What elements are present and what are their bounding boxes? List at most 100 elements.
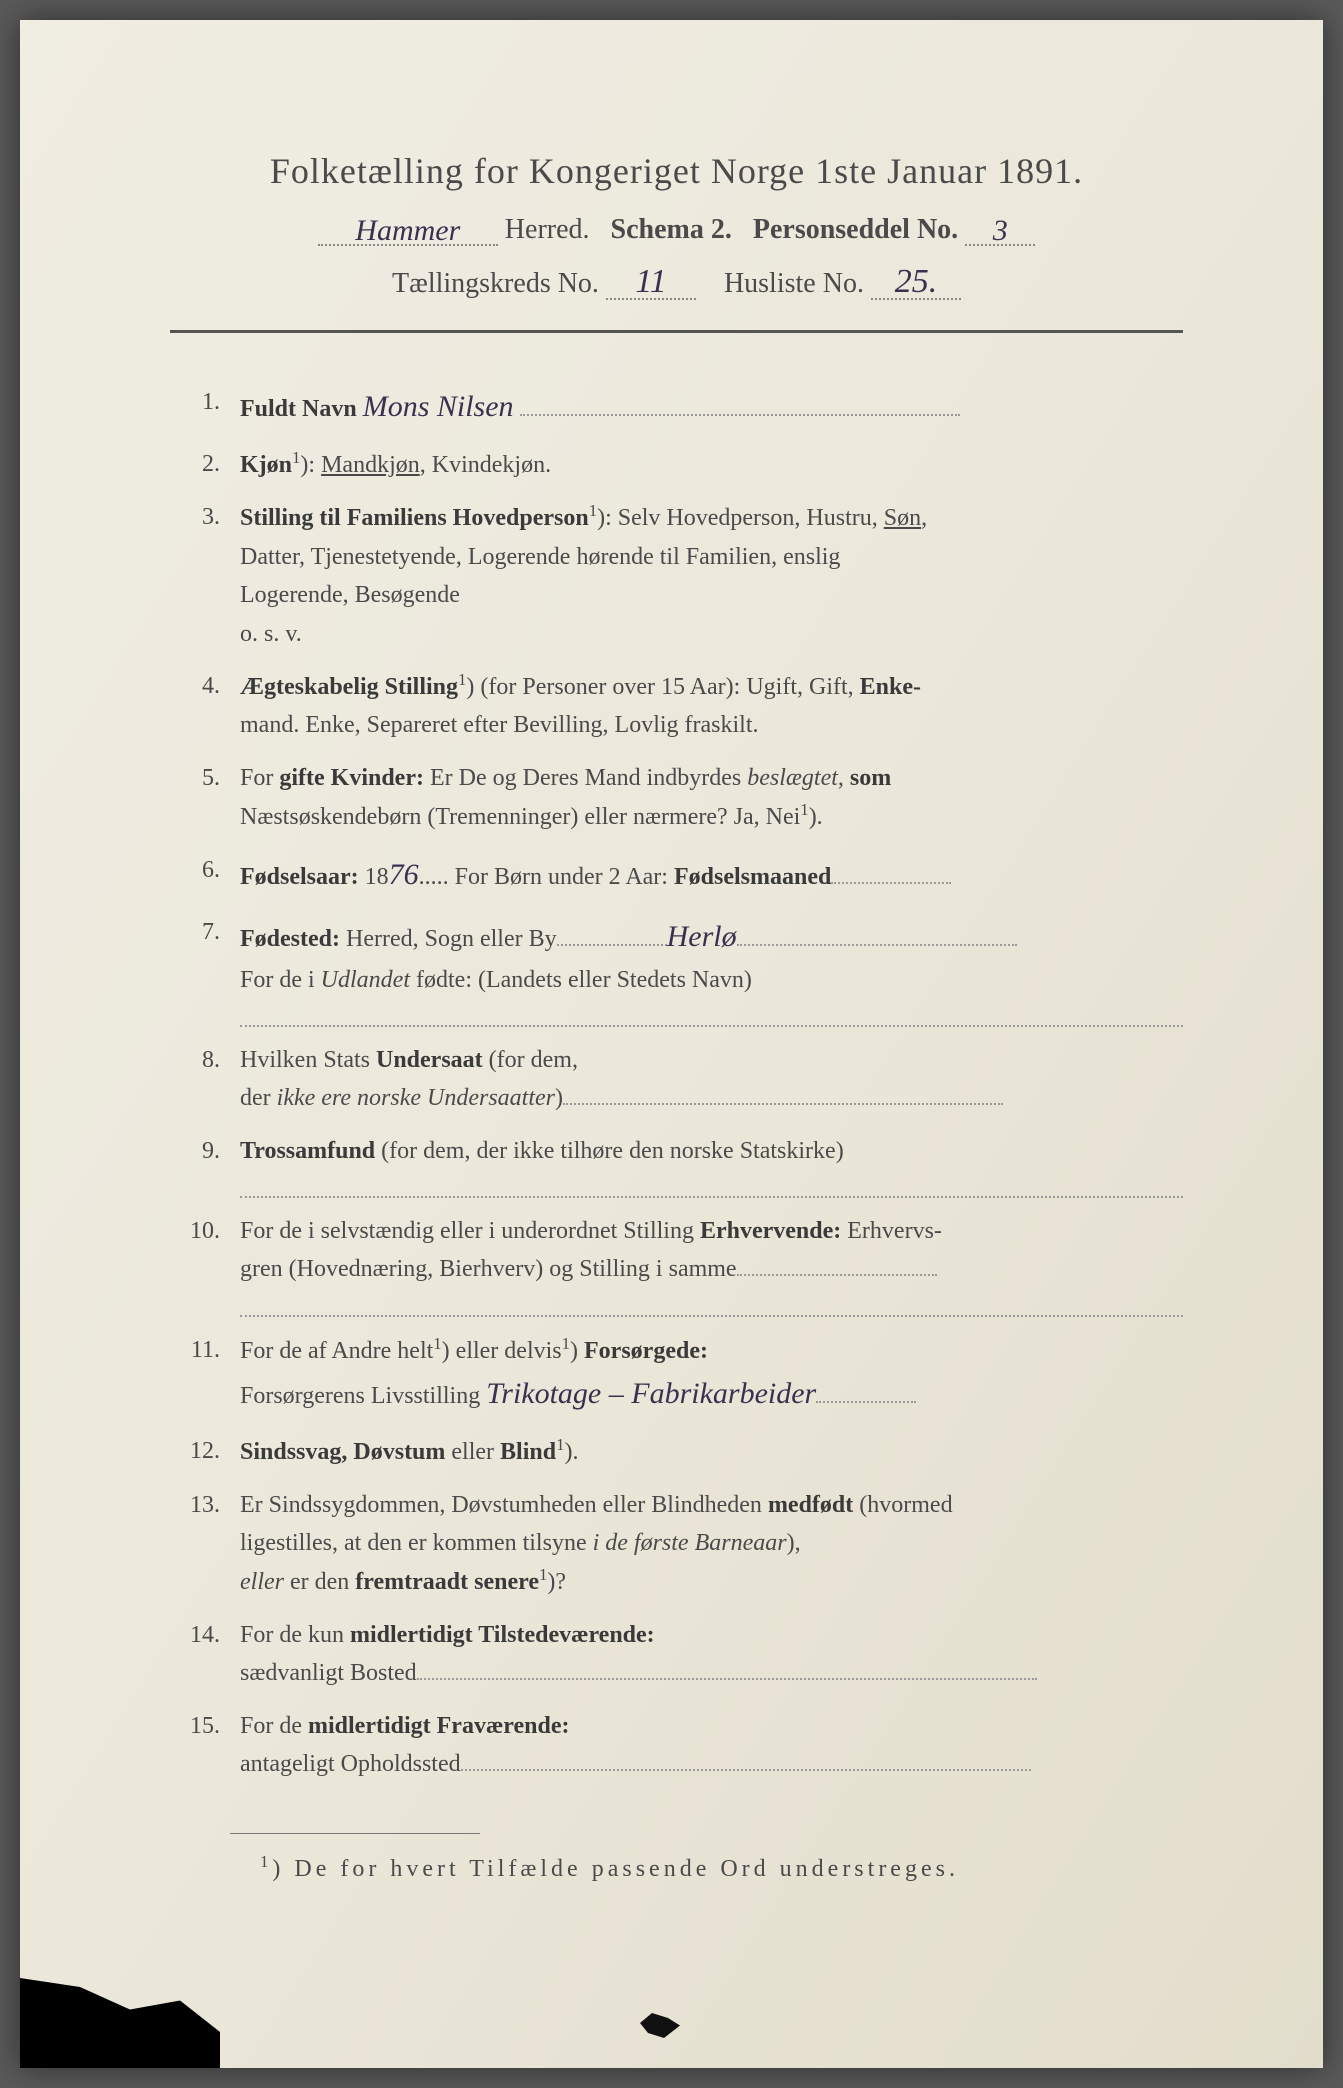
item-number: 4. (180, 667, 240, 745)
item-body: Fødselsaar: 1876..... For Børn under 2 A… (240, 851, 1183, 899)
item-body: Er Sindssygdommen, Døvstumheden eller Bl… (240, 1486, 1183, 1602)
item-body: For de kun midlertidigt Tilstedeværende:… (240, 1616, 1183, 1693)
item-1: 1. Fuldt Navn Mons Nilsen (180, 383, 1183, 431)
dotted-fill (737, 1274, 937, 1276)
item-number: 6. (180, 851, 240, 899)
item-body: Fødested: Herred, Sogn eller ByHerlø For… (240, 913, 1183, 1027)
herred-label: Herred. (505, 214, 590, 245)
dotted-line (240, 1007, 1183, 1027)
provider-handwritten: Trikotage – Fabrikarbeider (486, 1377, 816, 1410)
form-title: Folketælling for Kongeriget Norge 1ste J… (170, 150, 1183, 192)
footnote-rule (230, 1833, 480, 1834)
kreds-field: 11 (606, 260, 696, 300)
item-12: 12. Sindssvag, Døvstum eller Blind1). (180, 1432, 1183, 1471)
item-number: 2. (180, 445, 240, 484)
item-number: 3. (180, 498, 240, 653)
item-body: Stilling til Familiens Hovedperson1): Se… (240, 498, 1183, 653)
schema-label: Schema 2. (611, 214, 732, 245)
dotted-line (240, 1297, 1183, 1317)
item-13: 13. Er Sindssygdommen, Døvstumheden elle… (180, 1486, 1183, 1602)
dotted-fill (557, 944, 667, 946)
item-9: 9. Trossamfund (for dem, der ikke tilhør… (180, 1132, 1183, 1198)
footnote: 1) De for hvert Tilfælde passende Ord un… (170, 1852, 1183, 1883)
dotted-fill (417, 1678, 1037, 1680)
item-label: Kjøn (240, 452, 292, 478)
form-items: 1. Fuldt Navn Mons Nilsen 2. Kjøn1): Man… (170, 383, 1183, 1783)
birthplace-handwritten: Herlø (667, 920, 737, 953)
item-body: Trossamfund (for dem, der ikke tilhøre d… (240, 1132, 1183, 1198)
item-number: 11. (180, 1331, 240, 1418)
husliste-label: Husliste No. (724, 268, 864, 299)
item-number: 5. (180, 759, 240, 837)
name-handwritten: Mons Nilsen (363, 390, 514, 423)
item-4: 4. Ægteskabelig Stilling1) (for Personer… (180, 667, 1183, 745)
item-15: 15. For de midlertidigt Fraværende: anta… (180, 1707, 1183, 1784)
item-number: 14. (180, 1616, 240, 1693)
header-line-3: Tællingskreds No. 11 Husliste No. 25. (170, 260, 1183, 300)
item-5: 5. For gifte Kvinder: Er De og Deres Man… (180, 759, 1183, 837)
birthyear-handwritten: 76 (389, 858, 419, 891)
personseddel-field: 3 (965, 210, 1035, 246)
item-body: Hvilken Stats Undersaat (for dem, der ik… (240, 1041, 1183, 1118)
footnote-ref: 1 (562, 1334, 570, 1353)
item-number: 13. (180, 1486, 240, 1602)
personseddel-no: 3 (993, 214, 1008, 247)
dotted-fill (737, 944, 1017, 946)
item-number: 1. (180, 383, 240, 431)
item-label: Ægteskabelig Stilling (240, 674, 458, 700)
dotted-fill (461, 1769, 1031, 1771)
footnote-ref: 1 (589, 501, 597, 520)
header-rule (170, 330, 1183, 333)
item-label: Fuldt Navn (240, 396, 357, 422)
item-11: 11. For de af Andre helt1) eller delvis1… (180, 1331, 1183, 1418)
item-10: 10. For de i selvstændig eller i underor… (180, 1212, 1183, 1317)
herred-handwritten: Hammer (355, 214, 460, 247)
item-label: Fødselsaar: (240, 864, 359, 890)
dotted-fill (816, 1401, 916, 1403)
item-3: 3. Stilling til Familiens Hovedperson1):… (180, 498, 1183, 653)
item-8: 8. Hvilken Stats Undersaat (for dem, der… (180, 1041, 1183, 1118)
item-label: Stilling til Familiens Hovedperson (240, 505, 589, 531)
census-form-page: Folketælling for Kongeriget Norge 1ste J… (20, 20, 1323, 2068)
item-7: 7. Fødested: Herred, Sogn eller ByHerlø … (180, 913, 1183, 1027)
item-body: Ægteskabelig Stilling1) (for Personer ov… (240, 667, 1183, 745)
herred-field: Hammer (318, 210, 498, 246)
option-son: Søn (884, 505, 921, 531)
item-label: Trossamfund (240, 1138, 375, 1164)
footnote-ref: 1 (433, 1334, 441, 1353)
item-6: 6. Fødselsaar: 1876..... For Børn under … (180, 851, 1183, 899)
item-number: 10. (180, 1212, 240, 1317)
item-number: 15. (180, 1707, 240, 1784)
husliste-field: 25. (871, 260, 961, 300)
footnote-ref: 1 (800, 800, 808, 819)
item-label: Fødested: (240, 926, 340, 952)
kreds-label: Tællingskreds No. (392, 268, 599, 299)
item-number: 9. (180, 1132, 240, 1198)
husliste-no: 25. (895, 263, 938, 300)
footnote-marker: 1 (260, 1852, 272, 1871)
item-body: For gifte Kvinder: Er De og Deres Mand i… (240, 759, 1183, 837)
dotted-line (240, 1178, 1183, 1198)
dotted-fill (563, 1103, 1003, 1105)
dotted-fill (831, 882, 951, 884)
item-body: For de i selvstændig eller i underordnet… (240, 1212, 1183, 1317)
personseddel-label: Personseddel No. (753, 214, 958, 245)
dotted-fill (520, 414, 960, 416)
item-number: 12. (180, 1432, 240, 1471)
item-body: Kjøn1): Mandkjøn, Kvindekjøn. (240, 445, 1183, 484)
item-body: Fuldt Navn Mons Nilsen (240, 383, 1183, 431)
item-body: Sindssvag, Døvstum eller Blind1). (240, 1432, 1183, 1471)
item-number: 8. (180, 1041, 240, 1118)
item-label: Sindssvag, Døvstum (240, 1439, 445, 1465)
option-kvindekjon: Kvindekjøn. (432, 452, 551, 478)
item-body: For de af Andre helt1) eller delvis1) Fo… (240, 1331, 1183, 1418)
header-line-2: Hammer Herred. Schema 2. Personseddel No… (170, 210, 1183, 246)
item-body: For de midlertidigt Fraværende: antageli… (240, 1707, 1183, 1784)
paper-speck (640, 2013, 680, 2038)
item-number: 7. (180, 913, 240, 1027)
item-14: 14. For de kun midlertidigt Tilstedevære… (180, 1616, 1183, 1693)
item-2: 2. Kjøn1): Mandkjøn, Kvindekjøn. (180, 445, 1183, 484)
kreds-no: 11 (635, 263, 666, 300)
footnote-text: ) De for hvert Tilfælde passende Ord und… (272, 1856, 959, 1882)
option-mandkjon: Mandkjøn (321, 452, 420, 478)
